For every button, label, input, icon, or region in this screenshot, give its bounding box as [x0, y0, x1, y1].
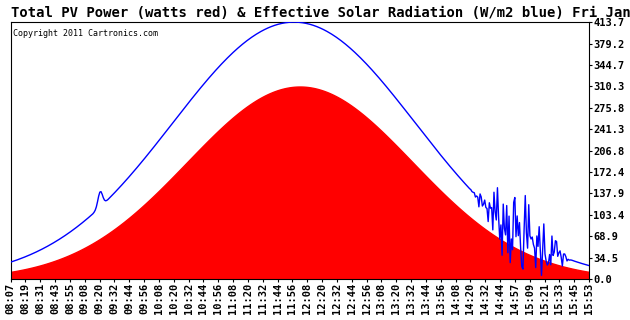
Text: Total PV Power (watts red) & Effective Solar Radiation (W/m2 blue) Fri Jan 21 15: Total PV Power (watts red) & Effective S… [11, 5, 630, 20]
Text: Copyright 2011 Cartronics.com: Copyright 2011 Cartronics.com [13, 28, 159, 37]
